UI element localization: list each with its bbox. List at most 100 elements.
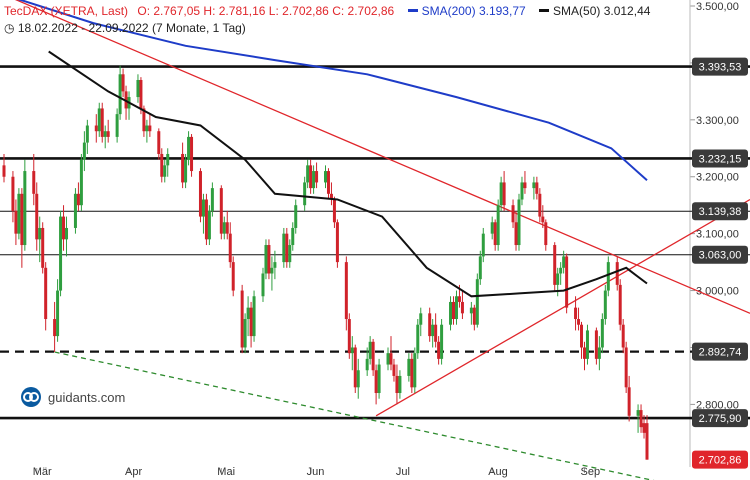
candle-body xyxy=(264,245,268,274)
candle-body xyxy=(475,279,479,325)
candle-body xyxy=(353,347,357,388)
candle-body xyxy=(118,74,122,115)
candle-body xyxy=(642,423,646,433)
candle-body xyxy=(142,108,146,132)
brand-text: guidants.com xyxy=(48,389,126,405)
candle-body xyxy=(374,370,378,394)
candle-body xyxy=(136,79,140,98)
candle-body xyxy=(106,131,110,137)
candle-body xyxy=(428,313,432,337)
level-label-box xyxy=(692,245,748,264)
candle-body xyxy=(371,341,375,371)
candle-body xyxy=(481,233,485,257)
candle-body xyxy=(344,262,348,320)
candle-body xyxy=(2,165,6,177)
y-tick-label: 3.000,00 xyxy=(696,286,739,298)
candle-body xyxy=(615,262,619,285)
level-label-box xyxy=(692,342,748,361)
trendline-red xyxy=(375,198,750,417)
level-label-box xyxy=(692,202,748,221)
guidants-logo: guidants.com xyxy=(20,386,125,408)
candle-body xyxy=(440,324,444,359)
candle-body xyxy=(121,74,125,92)
candle-body xyxy=(559,267,563,274)
candle-body xyxy=(207,210,211,240)
trendline-green xyxy=(54,351,655,480)
candle-body xyxy=(225,222,229,234)
candle-body xyxy=(73,193,77,228)
candle-body xyxy=(82,142,86,160)
candle-body xyxy=(407,358,411,376)
candle-body xyxy=(240,290,244,348)
chart-header-line2: ◷ 18.02.2022 - 22.09.2022 (7 Monate, 1 T… xyxy=(4,21,246,35)
candle-body xyxy=(103,131,107,137)
candle-body xyxy=(335,222,339,263)
candle-body xyxy=(585,330,589,359)
candle-body xyxy=(499,182,503,206)
candle-body xyxy=(460,301,464,314)
y-tick-label: 3.300,00 xyxy=(696,115,739,127)
candle-body xyxy=(565,256,569,308)
candle-body xyxy=(636,410,640,416)
sma50-line xyxy=(48,50,648,298)
candle-body xyxy=(53,319,57,337)
candle-body xyxy=(603,290,607,320)
candle-body xyxy=(65,227,69,240)
candle-body xyxy=(553,245,557,285)
candle-body xyxy=(76,193,80,206)
candle-body xyxy=(582,347,586,359)
x-tick-label: Sep xyxy=(580,466,600,478)
candle-body xyxy=(356,370,360,388)
candle-body xyxy=(267,245,271,274)
candle-body xyxy=(392,364,396,376)
candle-body xyxy=(270,267,274,274)
last-price-label: 2.702,86 xyxy=(699,455,742,467)
candle-body xyxy=(315,171,319,183)
candle-body xyxy=(514,222,518,246)
candle-body xyxy=(332,199,336,223)
candle-body xyxy=(413,353,417,388)
candle-body xyxy=(324,171,327,183)
candle-body xyxy=(365,358,369,371)
candle-body xyxy=(222,222,226,234)
candle-body xyxy=(32,171,36,194)
candle-body xyxy=(35,193,39,240)
period-label: (7 Monate, 1 Tag) xyxy=(151,21,246,35)
candle-body xyxy=(20,193,24,246)
candle-body xyxy=(181,153,185,183)
candle-body xyxy=(469,307,473,314)
candle-body xyxy=(184,159,188,183)
candle-body xyxy=(449,301,453,325)
candle-body xyxy=(326,171,330,194)
candle-body xyxy=(285,233,289,263)
candle-body xyxy=(157,131,161,154)
candle-body xyxy=(163,165,167,177)
candle-body xyxy=(59,216,63,291)
candle-body xyxy=(520,182,524,200)
candle-body xyxy=(62,216,66,240)
candle-body xyxy=(190,136,194,172)
candle-body xyxy=(386,353,390,365)
candle-body xyxy=(228,233,232,263)
candle-body xyxy=(309,165,313,189)
candle-body xyxy=(38,227,42,240)
candle-body xyxy=(624,347,628,388)
candle-body xyxy=(145,125,149,132)
candle-body xyxy=(535,182,539,194)
x-tick-label: Mai xyxy=(217,466,235,478)
clock-icon: ◷ xyxy=(4,21,15,35)
guidants-logo-icon xyxy=(21,387,41,407)
candle-body xyxy=(294,205,298,228)
candle-body xyxy=(252,296,256,337)
x-tick-label: Mär xyxy=(33,466,52,478)
candle-body xyxy=(329,193,333,200)
candle-body xyxy=(249,307,253,337)
candle-body xyxy=(139,79,143,109)
candle-body xyxy=(210,188,214,211)
candle-body xyxy=(389,353,393,365)
candle-body xyxy=(303,182,307,206)
sma200-value: 3.193,77 xyxy=(478,4,526,18)
candle-body xyxy=(312,171,316,189)
candle-body xyxy=(166,153,170,166)
